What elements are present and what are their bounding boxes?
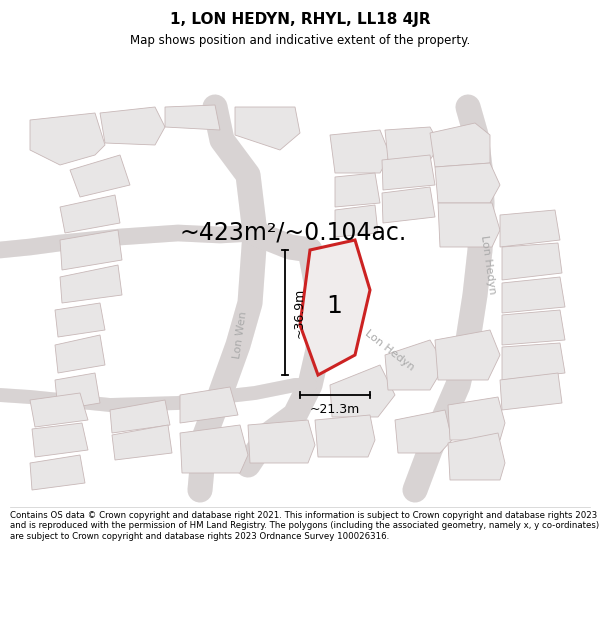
Polygon shape (502, 343, 565, 380)
Text: ~423m²/~0.104ac.: ~423m²/~0.104ac. (180, 220, 407, 244)
Polygon shape (110, 400, 170, 433)
Polygon shape (448, 397, 505, 440)
Polygon shape (32, 423, 88, 457)
Polygon shape (382, 155, 435, 190)
Polygon shape (165, 105, 220, 130)
Polygon shape (385, 127, 440, 160)
Polygon shape (55, 335, 105, 373)
Polygon shape (30, 393, 88, 427)
Polygon shape (335, 173, 380, 207)
Polygon shape (248, 420, 315, 463)
Text: Contains OS data © Crown copyright and database right 2021. This information is : Contains OS data © Crown copyright and d… (10, 511, 599, 541)
Polygon shape (430, 123, 490, 167)
Polygon shape (60, 230, 122, 270)
Polygon shape (60, 265, 122, 303)
Polygon shape (335, 205, 378, 237)
Polygon shape (500, 373, 562, 410)
Polygon shape (112, 425, 172, 460)
Polygon shape (502, 310, 565, 345)
Text: ~36.9m: ~36.9m (293, 288, 306, 338)
Polygon shape (300, 240, 370, 375)
Text: 1, LON HEDYN, RHYL, LL18 4JR: 1, LON HEDYN, RHYL, LL18 4JR (170, 12, 430, 27)
Text: ~21.3m: ~21.3m (310, 403, 360, 416)
Polygon shape (435, 330, 500, 380)
Polygon shape (438, 203, 500, 247)
Polygon shape (315, 415, 375, 457)
Text: Lon Hedyn: Lon Hedyn (479, 235, 497, 295)
Polygon shape (448, 433, 505, 480)
Polygon shape (60, 195, 120, 233)
Polygon shape (502, 243, 562, 280)
Polygon shape (500, 210, 560, 247)
Text: Map shows position and indicative extent of the property.: Map shows position and indicative extent… (130, 34, 470, 47)
Polygon shape (385, 340, 445, 390)
Polygon shape (30, 113, 105, 165)
Polygon shape (382, 187, 435, 223)
Polygon shape (180, 425, 248, 473)
Polygon shape (30, 455, 85, 490)
Polygon shape (55, 373, 100, 410)
Polygon shape (100, 107, 165, 145)
Text: Lon Hedyn: Lon Hedyn (364, 328, 416, 372)
Text: Lon Wen: Lon Wen (232, 311, 248, 359)
Polygon shape (330, 130, 390, 173)
Polygon shape (330, 365, 395, 417)
Polygon shape (435, 163, 500, 203)
Polygon shape (395, 410, 452, 453)
Polygon shape (180, 387, 238, 423)
Polygon shape (502, 277, 565, 313)
Polygon shape (235, 107, 300, 150)
Text: 1: 1 (327, 294, 343, 318)
Polygon shape (55, 303, 105, 337)
Polygon shape (70, 155, 130, 197)
